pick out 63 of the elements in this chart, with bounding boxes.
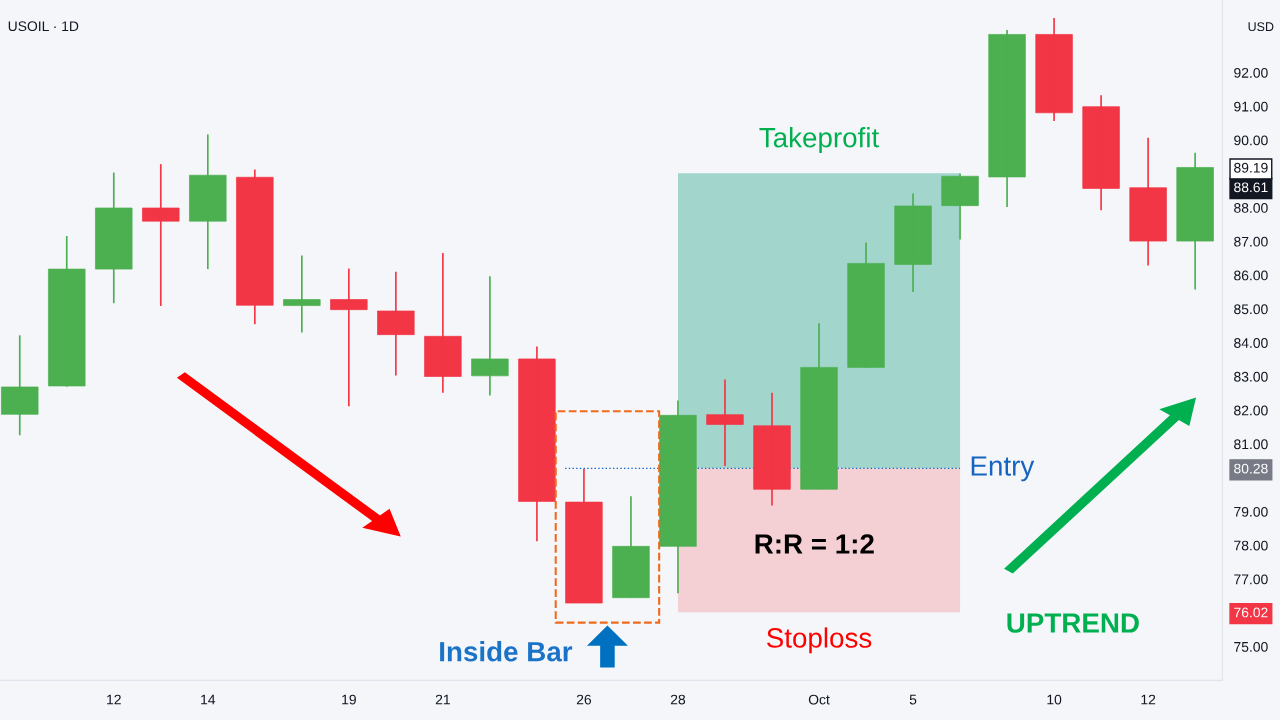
y-tick-label: 86.00 [1234, 270, 1268, 281]
y-tick-label: 92.00 [1234, 67, 1268, 78]
ref-line-label: Entry [971, 456, 1035, 482]
candlestick [189, 133, 227, 270]
x-tick-label: 26 [576, 694, 592, 705]
x-tick-label: 28 [670, 694, 686, 705]
y-tick-label: 77.00 [1234, 574, 1268, 585]
annotation: Inside Bar [440, 641, 573, 662]
text: USOIL · 1D [8, 21, 79, 32]
y-axis-title: USD [1248, 22, 1274, 32]
x-tick-label: Oct [808, 694, 830, 705]
candlestick [471, 275, 509, 397]
y-tick-label: 79.00 [1234, 506, 1268, 517]
y-tick-label: 88.61 [1234, 182, 1268, 193]
y-tick-label: 88.00 [1234, 203, 1268, 213]
y-tick-label: 80.28 [1234, 463, 1268, 474]
candlestick [941, 172, 979, 241]
y-tick-label: 83.00 [1234, 371, 1268, 382]
x-tick-label: 19 [342, 694, 356, 705]
y-tick-label: 87.00 [1234, 236, 1268, 247]
candlestick [142, 163, 180, 307]
x-tick-label: 14 [201, 694, 216, 705]
candlestick [753, 391, 791, 507]
band-label: Takeprofit [759, 127, 880, 153]
y-tick-label: 89.19 [1234, 162, 1268, 173]
candlestick [659, 399, 697, 595]
band-label: Stoploss [767, 627, 872, 654]
y-tick-label: 82.00 [1234, 405, 1268, 416]
candlestick [894, 192, 932, 293]
candlestick [847, 241, 885, 369]
annotation: R:R = 1:2 [755, 534, 874, 554]
annotation: UPTREND [1007, 613, 1139, 633]
candlestick [1082, 94, 1120, 212]
candlestick [95, 171, 133, 305]
x-tick-label: 12 [1141, 694, 1156, 705]
candlestick [1035, 17, 1073, 122]
y-tick-label: 81.00 [1234, 439, 1268, 450]
y-tick-label: 90.00 [1234, 135, 1268, 146]
candlestick [48, 235, 86, 388]
x-tick-label: 10 [1047, 694, 1062, 705]
x-tick-label: 21 [435, 694, 450, 705]
candlestick [612, 495, 650, 599]
candlestick [565, 468, 603, 604]
candlestick [1176, 151, 1214, 291]
x-tick-label: 12 [107, 694, 121, 705]
y-tick-label: 75.00 [1234, 641, 1268, 652]
candlestick [988, 29, 1026, 208]
y-tick-label: 84.00 [1234, 338, 1268, 348]
candlestick [706, 378, 744, 467]
candlestick [330, 267, 368, 408]
candlestick [800, 322, 838, 491]
candlestick [424, 252, 462, 394]
y-tick-label: 91.00 [1234, 101, 1268, 112]
y-tick-label: 78.00 [1234, 540, 1268, 551]
candlestick [236, 168, 274, 325]
y-tick-label: 76.02 [1234, 607, 1268, 618]
x-tick-label: 5 [909, 694, 917, 705]
candlestick [1, 334, 39, 437]
candlestick [283, 254, 321, 334]
candlestick [377, 270, 415, 377]
candlestick [518, 345, 556, 543]
y-tick-label: 85.00 [1234, 304, 1268, 315]
candlestick [1129, 136, 1167, 267]
